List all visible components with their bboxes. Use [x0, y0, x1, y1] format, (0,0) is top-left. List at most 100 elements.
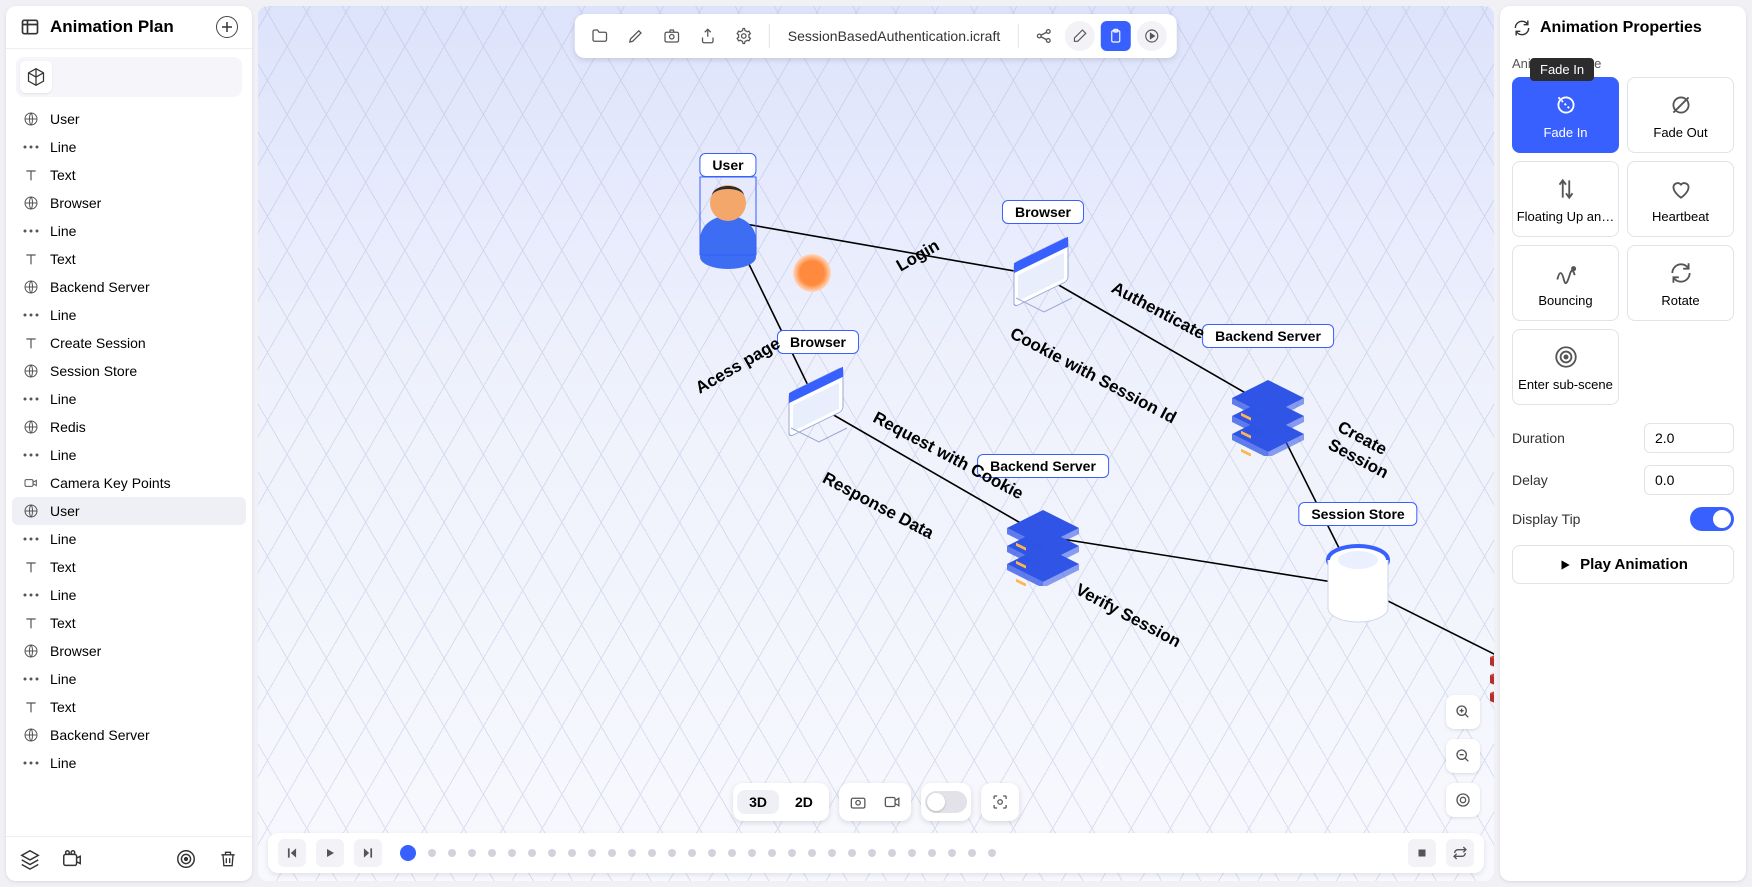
layer-item[interactable]: Line: [12, 385, 246, 413]
layer-item[interactable]: Text: [12, 161, 246, 189]
node-store[interactable]: [1318, 536, 1398, 636]
timeline-frame[interactable]: [868, 849, 876, 857]
timeline-frame[interactable]: [528, 849, 536, 857]
timeline-frame[interactable]: [708, 849, 716, 857]
zoom-fit-button[interactable]: [1446, 783, 1480, 817]
timeline-track[interactable]: [392, 845, 1398, 861]
layer-item[interactable]: Line: [12, 749, 246, 777]
timeline-frame[interactable]: [808, 849, 816, 857]
layer-item[interactable]: Line: [12, 133, 246, 161]
duration-input[interactable]: [1644, 423, 1734, 453]
layer-item[interactable]: Browser: [12, 189, 246, 217]
layer-item[interactable]: Backend Server: [12, 721, 246, 749]
delete-button[interactable]: [214, 845, 242, 873]
add-layer-button[interactable]: [216, 16, 238, 38]
timeline-play-button[interactable]: [316, 839, 344, 867]
node-backend1[interactable]: [1223, 356, 1313, 456]
timeline-frame[interactable]: [688, 849, 696, 857]
anim-type-rotate[interactable]: Rotate: [1627, 245, 1734, 321]
timeline-frame[interactable]: [608, 849, 616, 857]
layer-item[interactable]: Text: [12, 693, 246, 721]
timeline-frame[interactable]: [648, 849, 656, 857]
timeline-frame[interactable]: [768, 849, 776, 857]
layer-item[interactable]: User: [12, 497, 246, 525]
layer-item[interactable]: Line: [12, 581, 246, 609]
layer-label: Create Session: [50, 335, 146, 351]
timeline-frame[interactable]: [928, 849, 936, 857]
timeline-frame[interactable]: [508, 849, 516, 857]
component-shelf[interactable]: [16, 57, 242, 97]
view-3d-button[interactable]: 3D: [737, 790, 779, 814]
snapshot-button[interactable]: [843, 787, 873, 817]
timeline-stop-button[interactable]: [1408, 839, 1436, 867]
layer-item[interactable]: Line: [12, 525, 246, 553]
zoom-out-button[interactable]: [1446, 739, 1480, 773]
preview-toggle[interactable]: [925, 791, 967, 813]
timeline-loop-button[interactable]: [1446, 839, 1474, 867]
layer-item[interactable]: Line: [12, 301, 246, 329]
timeline-next-button[interactable]: [354, 839, 382, 867]
layer-item[interactable]: Text: [12, 245, 246, 273]
node-browser1[interactable]: [1008, 236, 1078, 316]
text-icon: [22, 251, 40, 267]
zoom-controls: [1446, 695, 1480, 817]
layer-list[interactable]: UserLineTextBrowserLineTextBackend Serve…: [6, 105, 252, 836]
layer-item[interactable]: Redis: [12, 413, 246, 441]
timeline-frame[interactable]: [848, 849, 856, 857]
anim-type-bouncing[interactable]: Bouncing: [1512, 245, 1619, 321]
layer-item[interactable]: Camera Key Points: [12, 469, 246, 497]
layer-item[interactable]: User: [12, 105, 246, 133]
timeline-frame[interactable]: [828, 849, 836, 857]
target-button[interactable]: [172, 845, 200, 873]
view-2d-button[interactable]: 2D: [783, 790, 825, 814]
play-animation-button[interactable]: Play Animation: [1512, 545, 1734, 584]
timeline-frame[interactable]: [948, 849, 956, 857]
timeline-frame[interactable]: [628, 849, 636, 857]
timeline-frame[interactable]: [888, 849, 896, 857]
layers-toggle-button[interactable]: [16, 845, 44, 873]
anim-type-icon: [1667, 91, 1695, 119]
layer-item[interactable]: Line: [12, 665, 246, 693]
timeline-frame[interactable]: [488, 849, 496, 857]
camera-keyframe-button[interactable]: [58, 845, 86, 873]
timeline-frame[interactable]: [400, 845, 416, 861]
record-button[interactable]: [877, 787, 907, 817]
timeline-frame[interactable]: [568, 849, 576, 857]
zoom-in-button[interactable]: [1446, 695, 1480, 729]
timeline-frame[interactable]: [448, 849, 456, 857]
layer-item[interactable]: Session Store: [12, 357, 246, 385]
node-browser2[interactable]: [783, 366, 853, 446]
timeline-frame[interactable]: [908, 849, 916, 857]
timeline-frame[interactable]: [728, 849, 736, 857]
layer-item[interactable]: Line: [12, 217, 246, 245]
anim-type-fade-out[interactable]: Fade Out: [1627, 77, 1734, 153]
canvas[interactable]: SessionBasedAuthentication.icraft User: [258, 6, 1494, 881]
anim-type-floating-up-an-[interactable]: Floating Up an…: [1512, 161, 1619, 237]
timeline-frame[interactable]: [748, 849, 756, 857]
timeline-frame[interactable]: [428, 849, 436, 857]
anim-type-enter-sub-scene[interactable]: Enter sub-scene: [1512, 329, 1619, 405]
capture-area-button[interactable]: [985, 787, 1015, 817]
timeline-frame[interactable]: [548, 849, 556, 857]
timeline-frame[interactable]: [588, 849, 596, 857]
anim-type-heartbeat[interactable]: Heartbeat: [1627, 161, 1734, 237]
cube-component-icon[interactable]: [20, 61, 52, 93]
timeline-frame[interactable]: [988, 849, 996, 857]
layer-item[interactable]: Line: [12, 441, 246, 469]
layer-item[interactable]: Text: [12, 609, 246, 637]
timeline-frame[interactable]: [968, 849, 976, 857]
node-user[interactable]: [688, 171, 768, 271]
layer-item[interactable]: Create Session: [12, 329, 246, 357]
layer-item[interactable]: Backend Server: [12, 273, 246, 301]
node-redis[interactable]: [1483, 621, 1494, 721]
timeline-prev-button[interactable]: [278, 839, 306, 867]
anim-type-fade-in[interactable]: Fade In: [1512, 77, 1619, 153]
timeline-frame[interactable]: [668, 849, 676, 857]
layer-item[interactable]: Text: [12, 553, 246, 581]
timeline-frame[interactable]: [468, 849, 476, 857]
delay-input[interactable]: [1644, 465, 1734, 495]
display-tip-switch[interactable]: [1690, 507, 1734, 531]
timeline-frame[interactable]: [788, 849, 796, 857]
layer-item[interactable]: Browser: [12, 637, 246, 665]
node-backend2[interactable]: [998, 486, 1088, 586]
